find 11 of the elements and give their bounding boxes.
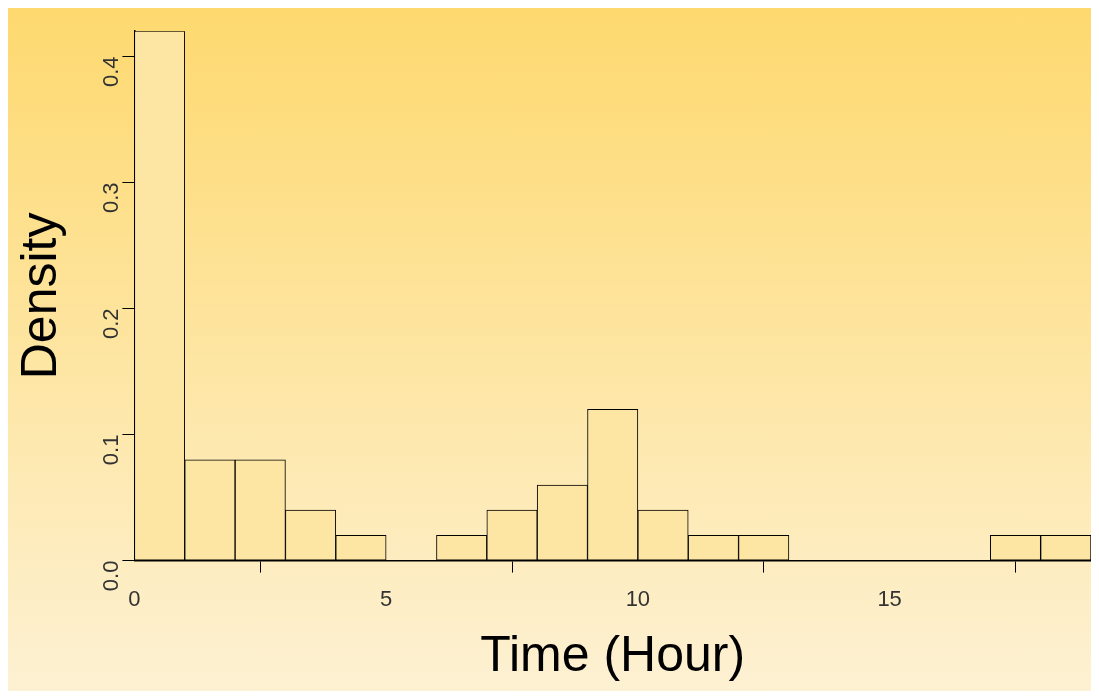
x-tick-label: 10 bbox=[625, 585, 651, 611]
y-tick-label: 0.4 bbox=[98, 56, 124, 87]
y-tick-label: 0.0 bbox=[98, 560, 124, 592]
x-tick-label: 5 bbox=[380, 585, 393, 611]
x-tick-label: 0 bbox=[128, 585, 141, 611]
x-tick-label: 15 bbox=[877, 585, 902, 611]
y-tick-label: 0.3 bbox=[98, 182, 124, 214]
y-tick-label: 0.1 bbox=[98, 434, 124, 466]
y-axis-title: Density bbox=[10, 212, 67, 380]
x-axis-title: Time (Hour) bbox=[480, 625, 746, 682]
y-tick-label: 0.2 bbox=[98, 308, 124, 340]
